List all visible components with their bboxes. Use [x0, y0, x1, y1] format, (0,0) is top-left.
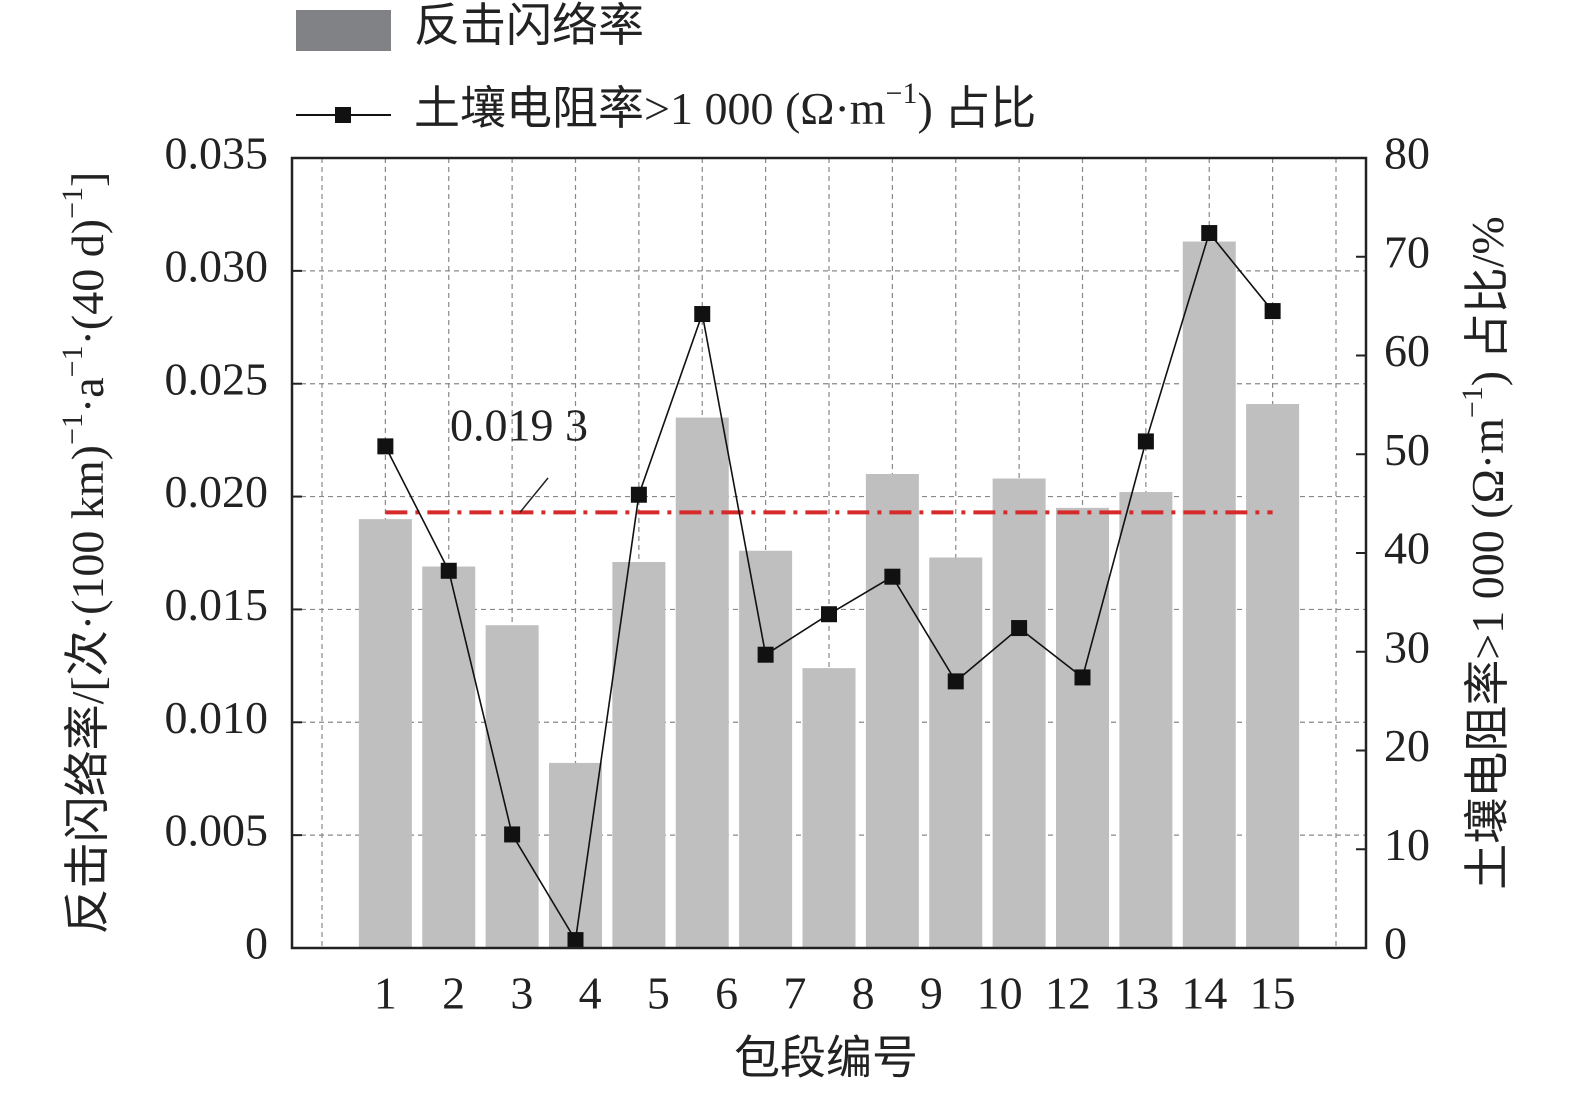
- superscript: −1: [886, 77, 918, 110]
- legend-swatch: [296, 10, 391, 51]
- superscript: −1: [56, 413, 89, 445]
- marker: [1201, 225, 1218, 242]
- bar: [992, 478, 1046, 948]
- marker: [1011, 620, 1028, 637]
- y2-tick-label: 60: [1384, 325, 1430, 376]
- superscript: −1: [56, 187, 89, 219]
- x-tick-label: 5: [647, 968, 670, 1019]
- y-tick-label: 0.035: [165, 128, 269, 179]
- y2-tick-label: 80: [1384, 128, 1430, 179]
- legend-label: 反击闪络率: [414, 0, 644, 51]
- x-tick-label: 8: [852, 968, 875, 1019]
- marker: [947, 673, 964, 690]
- y-tick-label: 0.015: [165, 579, 269, 630]
- x-tick-label: 15: [1250, 968, 1296, 1019]
- marker: [757, 646, 774, 663]
- x-tick-label: 10: [977, 968, 1023, 1019]
- y-tick-label: 0: [245, 918, 268, 969]
- marker: [1074, 669, 1091, 686]
- annotation-leader: [519, 477, 549, 513]
- bar: [865, 474, 919, 948]
- y2-tick-label: 30: [1384, 621, 1430, 672]
- bar: [929, 557, 983, 948]
- x-tick-label: 6: [715, 968, 738, 1019]
- legend-label: 土壤电阻率>1 000 (Ω·m−1) 占比: [414, 77, 1036, 133]
- y-tick-label: 0.030: [165, 240, 269, 291]
- x-axis-title: 包段编号: [734, 1033, 918, 1084]
- text-part: 反击闪络率: [414, 0, 644, 51]
- text-part: ]: [62, 172, 113, 187]
- y2-tick-label: 40: [1384, 523, 1430, 574]
- marker: [694, 306, 711, 323]
- y-tick-label: 0.025: [165, 353, 269, 404]
- x-tick-label: 14: [1181, 968, 1227, 1019]
- y2-tick-label: 10: [1384, 819, 1430, 870]
- marker: [377, 438, 394, 455]
- y2-tick-label: 70: [1384, 226, 1430, 277]
- y2-axis-title: 土壤电阻率>1 000 (Ω·m−1) 占比/%: [1456, 216, 1512, 889]
- y-tick-label: 0.010: [165, 692, 269, 743]
- bar: [1246, 404, 1300, 948]
- legend-marker: [335, 107, 351, 123]
- bar: [612, 562, 666, 948]
- bar: [675, 417, 729, 949]
- marker: [821, 606, 837, 623]
- bar: [358, 519, 412, 948]
- x-tick-label: 7: [783, 968, 806, 1019]
- bar: [422, 566, 476, 948]
- annotation: 0.019 3: [450, 400, 588, 451]
- plot-frame: [290, 156, 1368, 950]
- text-part: ·a: [62, 377, 113, 413]
- y2-tick-label: 0: [1384, 918, 1407, 969]
- x-tick-label: 9: [920, 968, 943, 1019]
- marker: [1137, 433, 1154, 450]
- bar: [802, 668, 856, 948]
- bar: [1119, 492, 1173, 948]
- y2-tick-label: 50: [1384, 424, 1430, 475]
- marker: [884, 568, 901, 585]
- bar: [485, 625, 539, 948]
- text-part: 土壤电阻率>1 000 (Ω·m: [1462, 418, 1513, 890]
- marker: [630, 486, 647, 503]
- marker: [1264, 303, 1281, 320]
- y-axis-title: 反击闪络率/[次·(100 km)−1·a−1·(40 d)−1]: [56, 172, 112, 935]
- y-tick-label: 0.005: [165, 805, 269, 856]
- x-tick-label: 13: [1113, 968, 1159, 1019]
- bar: [1056, 507, 1109, 948]
- y-tick-label: 0.020: [165, 466, 269, 517]
- superscript: −1: [1456, 386, 1489, 418]
- bar: [1182, 241, 1236, 948]
- x-tick-label: 2: [442, 968, 465, 1019]
- text-part: 土壤电阻率>1 000 (Ω·m: [414, 83, 886, 134]
- text-part: ·(40 d): [62, 219, 113, 345]
- bar: [739, 550, 793, 948]
- marker: [440, 562, 457, 579]
- marker: [567, 932, 584, 949]
- marker: [504, 826, 521, 843]
- superscript: −1: [56, 345, 89, 377]
- x-tick-label: 3: [510, 968, 533, 1019]
- x-tick-label: 12: [1045, 968, 1091, 1019]
- bar: [549, 762, 602, 948]
- text-part: ) 占比/%: [1462, 216, 1513, 386]
- y2-tick-label: 20: [1384, 720, 1430, 771]
- text-part: 反击闪络率/[次·(100 km): [62, 445, 113, 934]
- x-tick-label: 4: [579, 968, 602, 1019]
- x-tick-label: 1: [374, 968, 397, 1019]
- text-part: ) 占比: [917, 83, 1036, 134]
